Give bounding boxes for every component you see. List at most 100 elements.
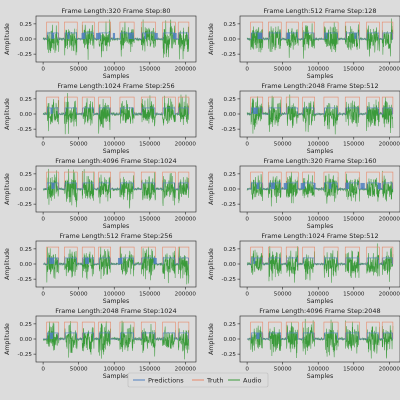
prediction-block: [49, 257, 55, 264]
x-tick-label: 0: [245, 67, 249, 73]
axes-frame: [35, 240, 197, 288]
x-tick-label: 150000: [343, 292, 365, 298]
subplot-title: Frame Length:4096 Frame Step:1024: [55, 157, 176, 165]
axes-frame: [239, 15, 400, 63]
x-tick-label: 200000: [379, 367, 400, 373]
x-tick-label: 100000: [308, 142, 330, 148]
y-axis-label: Amplitude: [4, 173, 11, 205]
prediction-block: [257, 32, 262, 39]
y-tick-label: 0.00: [20, 262, 33, 268]
x-tick-label: 0: [41, 292, 45, 298]
subplot-5: Frame Length:4096 Frame Step:1024 Amplitu…: [4, 157, 196, 230]
x-tick-label: 150000: [343, 367, 365, 373]
y-tick-label: 0.25: [20, 172, 33, 178]
x-tick-label: 150000: [139, 217, 161, 223]
x-tick-label: 0: [245, 367, 249, 373]
x-tick-label: 200000: [379, 67, 400, 73]
y-axis-label: Amplitude: [208, 173, 215, 205]
x-tick-label: 0: [41, 367, 45, 373]
y-tick-label: 0.00: [224, 187, 237, 193]
y-tick-label: 0.25: [224, 172, 237, 178]
x-tick-label: 200000: [175, 292, 197, 298]
subplot-2: Frame Length:512 Frame Step:128 Amplitude…: [208, 7, 400, 80]
prediction-block: [345, 182, 350, 189]
prediction-block: [253, 257, 256, 264]
axes-frame: [239, 165, 400, 213]
subplot-title: Frame Length:512 Frame Step:256: [59, 232, 172, 240]
y-tick-label: 0.25: [224, 322, 237, 328]
y-axis-label: Amplitude: [208, 23, 215, 55]
audio-series: [42, 320, 190, 360]
x-tick-label: 200000: [175, 367, 197, 373]
x-tick-label: 50000: [274, 292, 292, 298]
axes-frame: [35, 15, 197, 63]
y-tick-label: 0.00: [224, 337, 237, 343]
y-tick-label: -0.25: [18, 202, 33, 208]
prediction-block: [154, 32, 158, 39]
audio-series: [246, 94, 394, 135]
y-tick-label: 0.00: [224, 112, 237, 118]
predictions-series: [247, 332, 393, 340]
x-axis-label: Samples: [103, 373, 129, 380]
prediction-block: [328, 182, 332, 189]
prediction-block: [313, 182, 316, 189]
x-tick-label: 200000: [379, 142, 400, 148]
x-tick-label: 200000: [175, 142, 197, 148]
x-tick-label: 50000: [70, 142, 88, 148]
prediction-block: [172, 32, 177, 39]
prediction-block: [377, 182, 381, 189]
prediction-block: [128, 32, 133, 39]
subplot-title: Frame Length:2048 Frame Step:512: [261, 82, 378, 90]
predictions-series: [43, 182, 189, 190]
y-tick-label: -0.25: [18, 277, 33, 283]
y-tick-label: -0.25: [222, 352, 237, 358]
prediction-block: [49, 332, 54, 339]
prediction-block: [325, 32, 328, 39]
x-tick-label: 150000: [139, 142, 161, 148]
y-tick-label: 0.00: [224, 262, 237, 268]
prediction-block: [286, 32, 290, 39]
prediction-block: [300, 182, 306, 189]
x-tick-label: 150000: [139, 67, 161, 73]
subplot-10: Frame Length:4096 Frame Step:2048 Amplitu…: [208, 307, 400, 380]
x-axis-label: Samples: [307, 298, 333, 305]
subplot-3: Frame Length:1024 Frame Step:256 Amplitud…: [4, 82, 196, 155]
x-tick-label: 150000: [139, 292, 161, 298]
axes-frame: [35, 90, 197, 138]
subplot-title: Frame Length:1024 Frame Step:256: [57, 82, 174, 90]
x-tick-label: 0: [41, 142, 45, 148]
prediction-block: [118, 257, 123, 264]
axes-frame: [239, 315, 400, 363]
y-tick-label: 0.25: [224, 247, 237, 253]
prediction-block: [51, 32, 55, 39]
y-tick-label: -0.25: [18, 52, 33, 58]
predictions-series: [247, 32, 393, 40]
audio-series: [246, 170, 394, 207]
x-axis-label: Samples: [103, 148, 129, 155]
predictions-series: [247, 257, 393, 265]
x-tick-label: 100000: [104, 217, 126, 223]
subplot-title: Frame Length:1024 Frame Step:512: [261, 232, 378, 240]
y-tick-label: -0.25: [222, 277, 237, 283]
prediction-block: [256, 332, 260, 339]
subplot-title: Frame Length:512 Frame Step:128: [263, 7, 376, 15]
subplot-grid: Frame Length:320 Frame Step:80 Amplitude S…: [4, 7, 400, 380]
subplot-title: Frame Length:4096 Frame Step:2048: [259, 307, 380, 315]
prediction-block: [96, 32, 101, 39]
axes-frame: [35, 165, 197, 213]
x-axis-label: Samples: [307, 373, 333, 380]
audio-series: [246, 318, 394, 359]
y-tick-label: 0.25: [224, 22, 237, 28]
x-tick-label: 200000: [379, 292, 400, 298]
x-axis-label: Samples: [307, 73, 333, 80]
y-tick-label: 0.25: [224, 97, 237, 103]
x-tick-label: 100000: [308, 217, 330, 223]
x-tick-label: 50000: [70, 67, 88, 73]
y-tick-label: -0.25: [18, 127, 33, 133]
legend-audio-label: Audio: [243, 377, 261, 385]
y-tick-label: 0.25: [20, 97, 33, 103]
x-tick-label: 0: [245, 142, 249, 148]
x-tick-label: 150000: [343, 67, 365, 73]
subplot-8: Frame Length:1024 Frame Step:512 Amplitud…: [208, 232, 400, 305]
